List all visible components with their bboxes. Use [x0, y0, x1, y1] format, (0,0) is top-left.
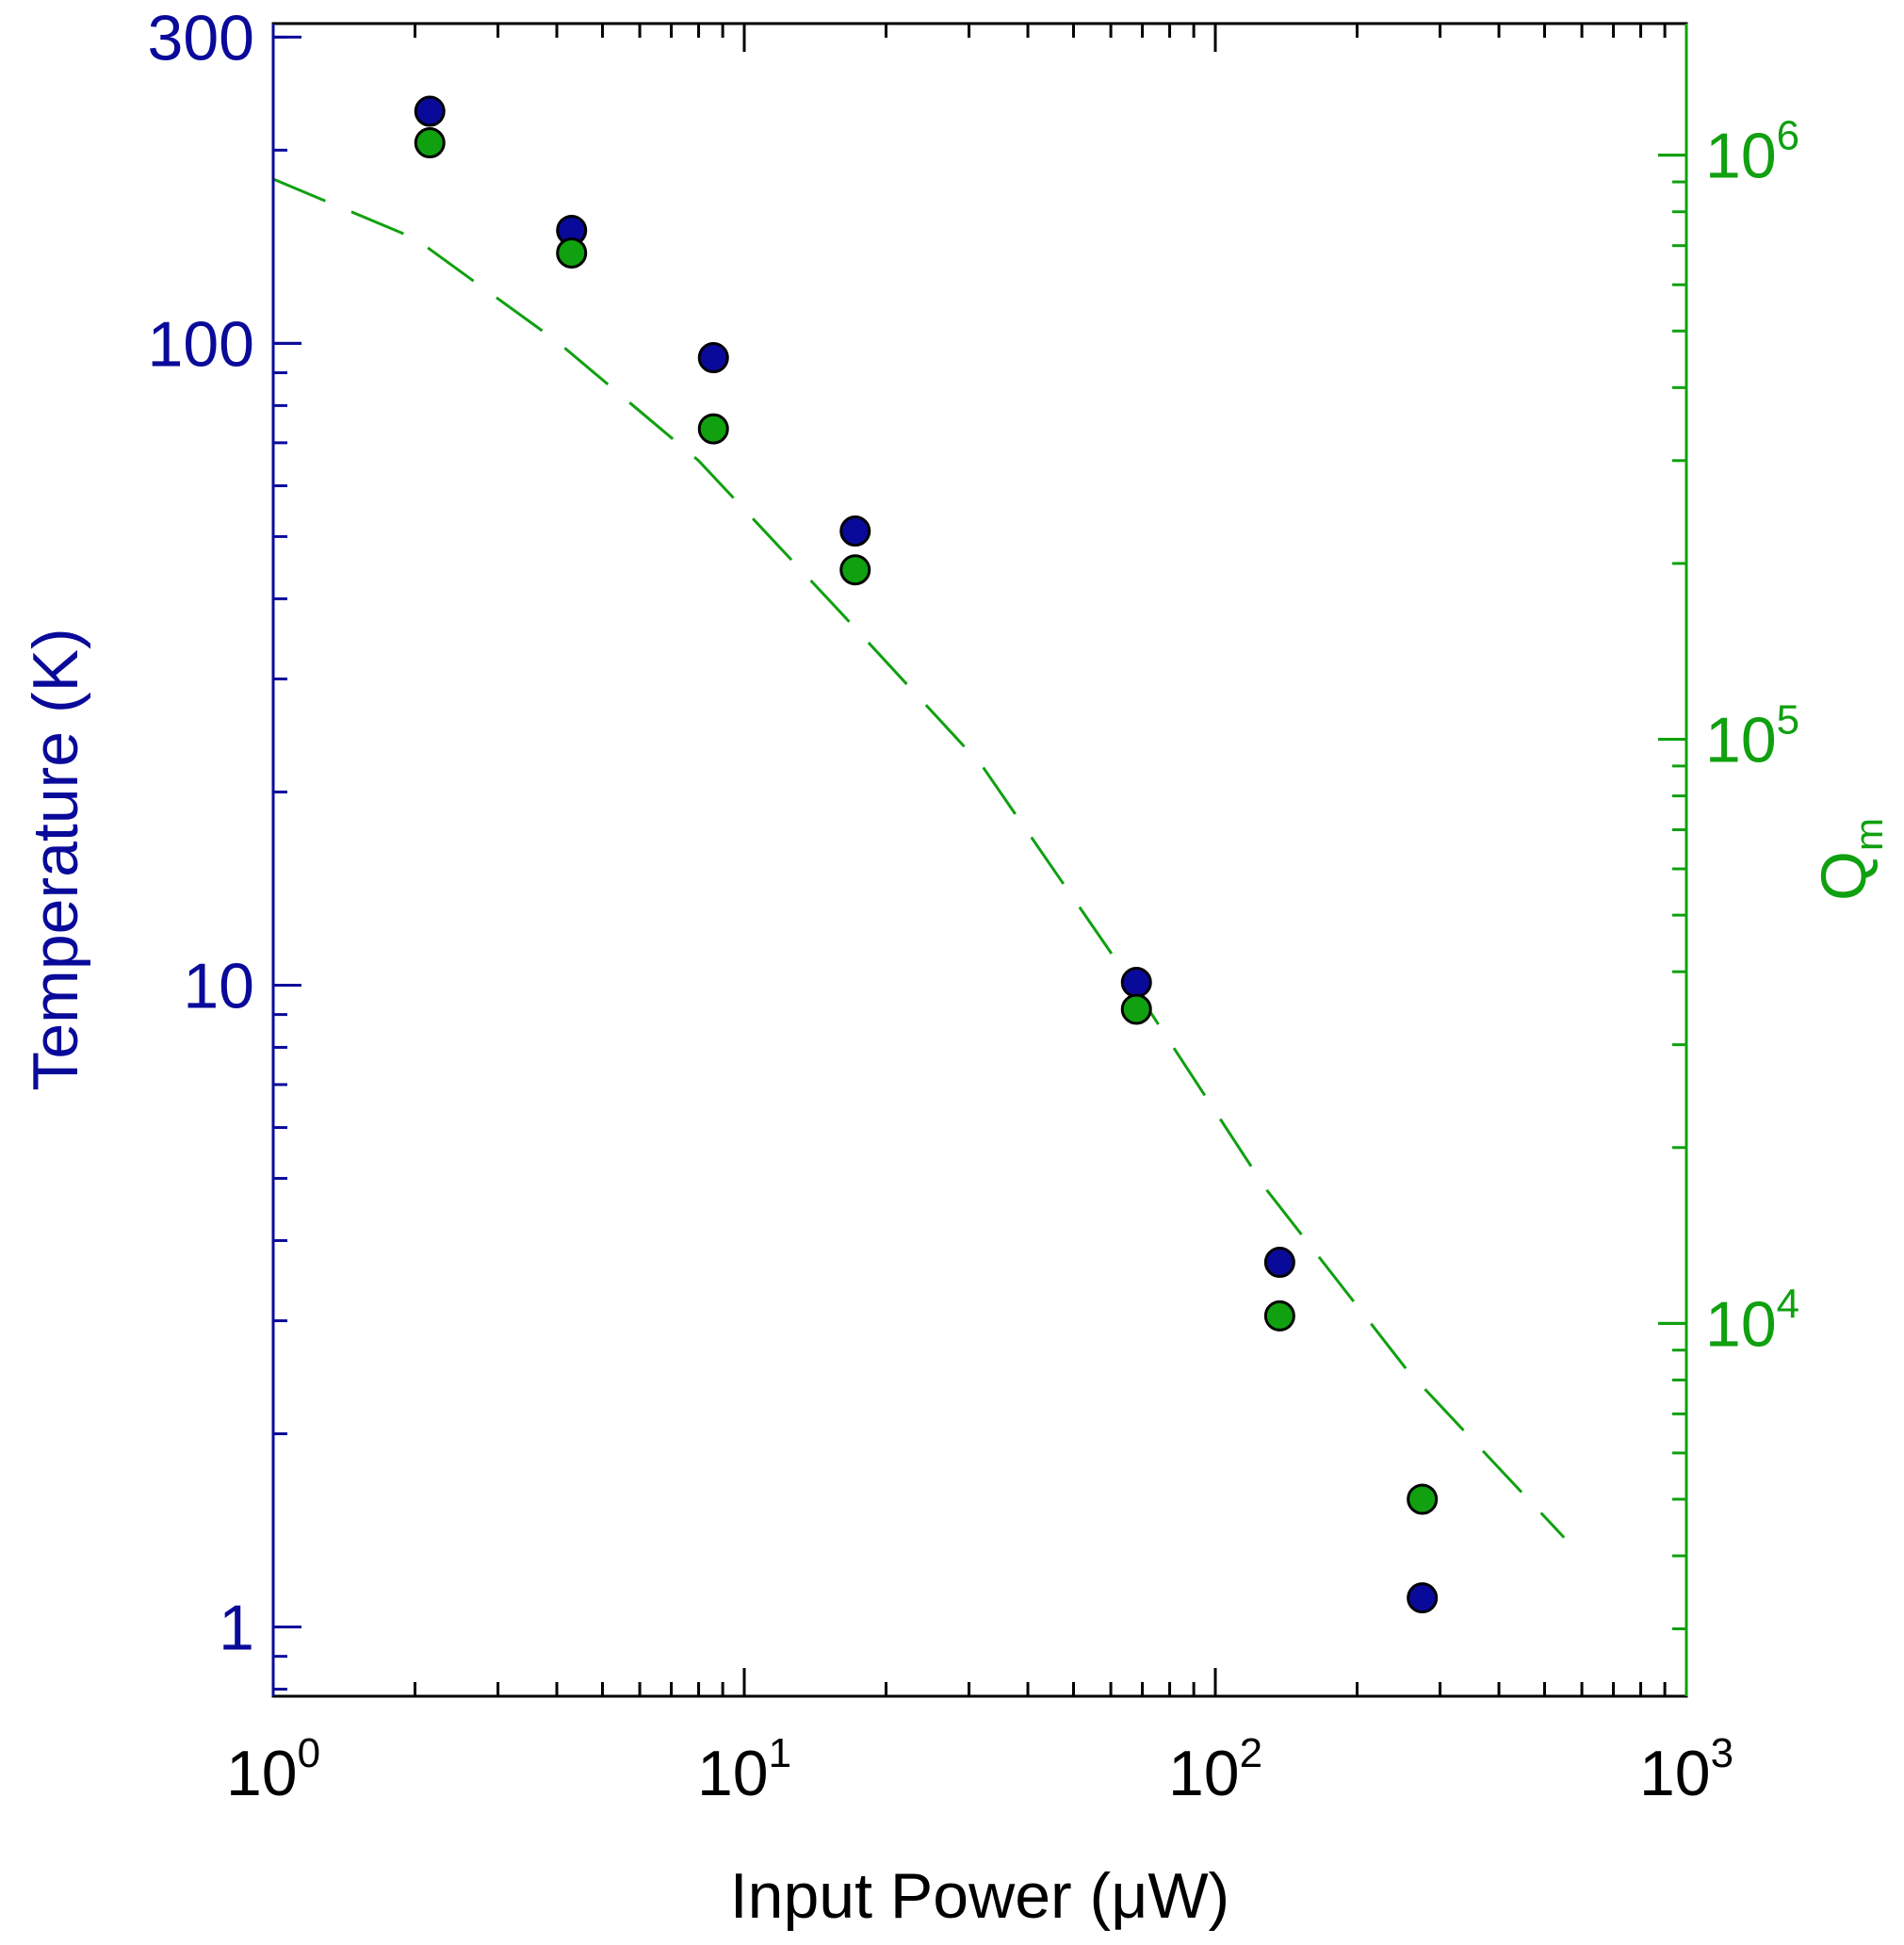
x-tick-label-base: 10	[697, 1738, 769, 1809]
y-tick-label: 1	[219, 1593, 254, 1664]
x-tick-label-base: 10	[1168, 1738, 1240, 1809]
y2-tick-label-exponent: 6	[1777, 113, 1799, 159]
y-tick-label: 10	[183, 950, 254, 1022]
q-data-point	[1407, 1483, 1439, 1515]
y2-tick-label: 104	[1705, 1281, 1799, 1360]
y-tick-label: 300	[148, 2, 254, 74]
q-data-point	[697, 413, 729, 445]
q-data-point	[1263, 1299, 1295, 1332]
x-tick-label: 103	[1639, 1730, 1733, 1809]
y2-tick-label-base: 10	[1705, 1288, 1777, 1360]
y2-tick-label: 105	[1705, 697, 1799, 776]
x-axis-label: Input Power (μW)	[730, 1860, 1229, 1932]
y2-axis-label-subscript: m	[1847, 818, 1891, 851]
y2-tick-label-exponent: 4	[1777, 1281, 1799, 1327]
x-tick-label-exponent: 3	[1711, 1730, 1733, 1776]
x-tick-label: 102	[1168, 1730, 1262, 1809]
y-axis-label: Temperature (K)	[20, 628, 91, 1090]
q-model-dashed-curve	[272, 177, 1566, 1539]
y2-axis-label-main: Q	[1808, 851, 1880, 901]
temperature-data-point	[697, 342, 729, 374]
q-data-point	[414, 127, 446, 159]
temperature-data-point	[414, 95, 446, 127]
tick-marks	[271, 24, 1688, 1696]
q-data-point	[839, 554, 871, 586]
x-tick-label-base: 10	[1639, 1738, 1711, 1809]
q-data-point	[1120, 993, 1152, 1025]
q-data-point	[556, 237, 588, 269]
x-tick-label: 101	[697, 1730, 791, 1809]
temperature-data-point	[839, 515, 871, 548]
data-points-layer	[414, 95, 1439, 1614]
y2-tick-label: 106	[1705, 113, 1799, 192]
q-model-curve-layer	[272, 177, 1566, 1539]
x-tick-label-base: 10	[226, 1738, 298, 1809]
x-tick-label: 100	[226, 1730, 320, 1809]
y2-axis-label: Qm	[1808, 818, 1891, 901]
temperature-data-point	[1263, 1247, 1295, 1279]
y2-tick-label-base: 10	[1705, 121, 1777, 192]
x-tick-label-exponent: 1	[769, 1730, 791, 1776]
y2-tick-label-base: 10	[1705, 705, 1777, 776]
y-tick-label: 100	[148, 308, 254, 380]
x-tick-label-exponent: 0	[298, 1730, 320, 1776]
x-tick-label-exponent: 2	[1240, 1730, 1262, 1776]
y2-tick-label-exponent: 5	[1777, 697, 1799, 744]
temperature-data-point	[1120, 967, 1152, 999]
temperature-data-point	[1407, 1582, 1439, 1614]
